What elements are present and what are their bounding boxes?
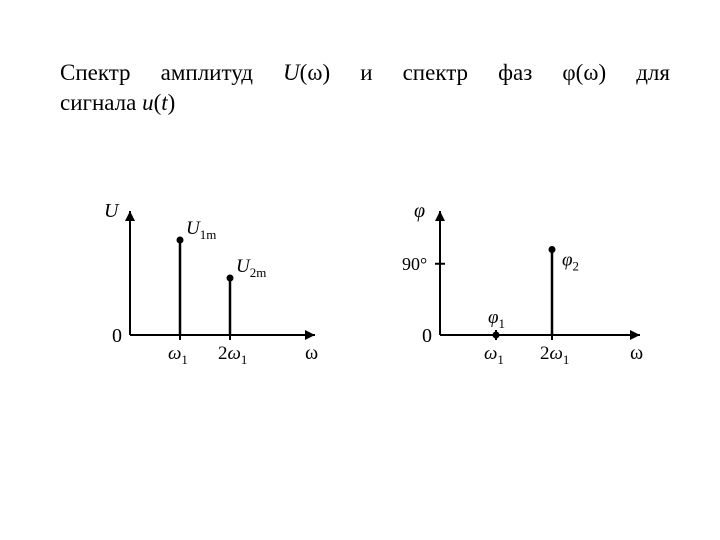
- svg-text:φ1: φ1: [488, 307, 505, 331]
- paren: ): [322, 60, 330, 85]
- spectrum-charts: Uω 0 ω1 2ω1 U1m U2m φ ω 0 90° ω1 2ω1 φ1 φ2: [60, 190, 680, 390]
- signal-u: u: [142, 90, 154, 115]
- charts-container: Uω 0 ω1 2ω1 U1m U2m φ ω 0 90° ω1 2ω1 φ1 φ2: [60, 190, 680, 390]
- title-phase-fn: φ(ω): [562, 58, 606, 88]
- svg-text:U1m: U1m: [186, 218, 216, 242]
- title-word: и: [360, 58, 372, 88]
- title-word: Спектр: [60, 58, 131, 88]
- omega: ω: [583, 60, 598, 85]
- svg-text:φ2: φ2: [562, 250, 579, 274]
- phi: φ: [562, 60, 575, 85]
- title-line2: сигнала u(t): [60, 88, 670, 118]
- svg-text:U2m: U2m: [236, 256, 266, 280]
- svg-text:ω1: ω1: [484, 343, 504, 367]
- paren: ): [598, 60, 606, 85]
- svg-text:ω: ω: [630, 342, 643, 364]
- svg-text:ω: ω: [305, 342, 318, 364]
- svg-text:90°: 90°: [402, 254, 427, 274]
- title-word: амплитуд: [161, 58, 253, 88]
- page-title: Спектр амплитуд U(ω) и спектр фаз φ(ω) д…: [60, 58, 670, 118]
- svg-text:2ω1: 2ω1: [218, 343, 247, 367]
- svg-text:0: 0: [422, 325, 432, 347]
- svg-text:U: U: [104, 200, 120, 222]
- omega: ω: [307, 60, 322, 85]
- title-word: фаз: [498, 58, 532, 88]
- title-word: спектр: [403, 58, 468, 88]
- title-amplitude-fn: U(ω): [283, 58, 330, 88]
- paren: ): [168, 90, 176, 115]
- svg-text:2ω1: 2ω1: [540, 343, 569, 367]
- svg-text:φ: φ: [414, 200, 425, 222]
- title-U: U: [283, 60, 300, 85]
- svg-text:ω1: ω1: [168, 343, 188, 367]
- title-word: сигнала: [60, 90, 142, 115]
- title-word: для: [636, 58, 670, 88]
- svg-text:0: 0: [112, 325, 122, 347]
